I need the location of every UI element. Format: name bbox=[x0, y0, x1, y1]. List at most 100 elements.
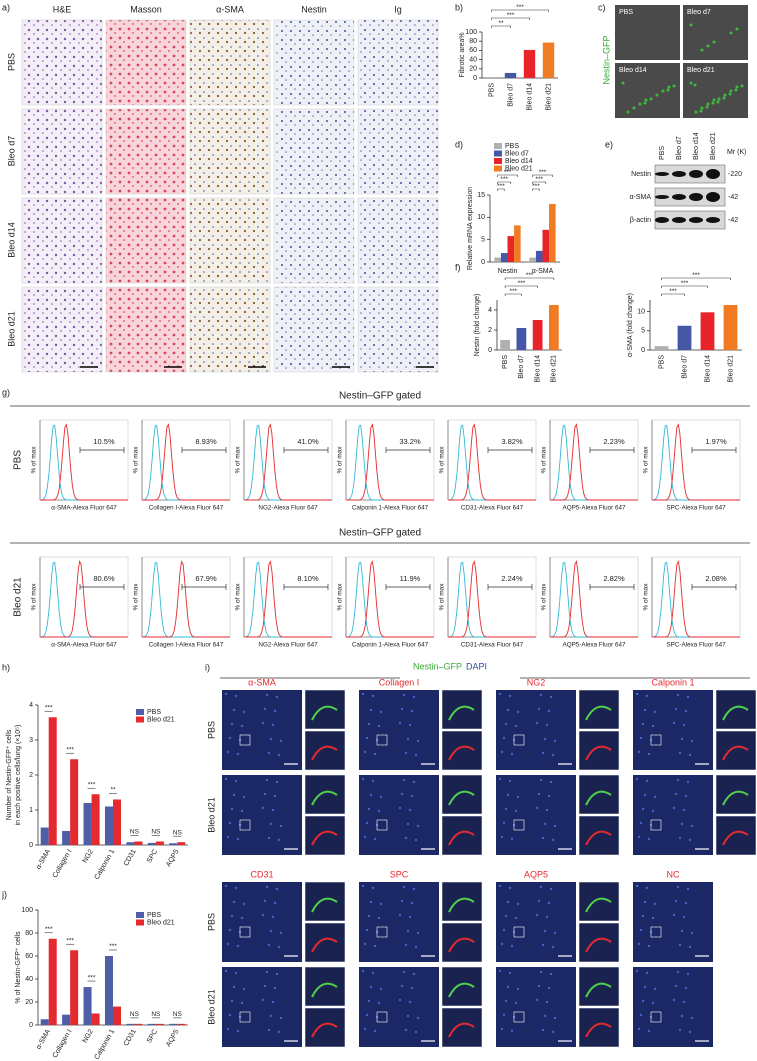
y-axis-label: % of max bbox=[235, 583, 242, 611]
nucleus bbox=[228, 821, 232, 825]
significance-bracket bbox=[532, 188, 540, 191]
nucleus bbox=[410, 986, 414, 990]
nucleus bbox=[365, 736, 369, 740]
roi-box bbox=[513, 926, 525, 938]
panel-label: e) bbox=[605, 139, 613, 149]
nucleus bbox=[240, 724, 244, 728]
y-axis-label: Nestin (fold change) bbox=[474, 294, 481, 357]
nucleus bbox=[232, 793, 236, 797]
bar bbox=[40, 827, 49, 845]
gfp-signal bbox=[643, 101, 647, 105]
nucleus bbox=[553, 824, 557, 828]
nucleus bbox=[279, 739, 283, 743]
legend-swatch bbox=[136, 919, 144, 926]
legend-swatch bbox=[494, 143, 502, 149]
nucleus bbox=[516, 795, 520, 799]
y-axis-label: % of max bbox=[133, 583, 140, 611]
nucleus bbox=[410, 794, 414, 798]
inset bbox=[304, 881, 346, 922]
nucleus bbox=[637, 835, 641, 839]
bar bbox=[48, 717, 57, 845]
nucleus bbox=[637, 942, 641, 946]
nucleus bbox=[672, 998, 676, 1002]
signal bbox=[585, 937, 612, 953]
marker-label: CD31 bbox=[250, 869, 273, 879]
if-image bbox=[496, 882, 576, 962]
nucleus bbox=[508, 694, 512, 698]
histology-image bbox=[273, 108, 355, 195]
nucleus bbox=[676, 778, 680, 782]
nucleus bbox=[232, 900, 236, 904]
histology-image bbox=[105, 286, 187, 373]
gfp-signal bbox=[621, 81, 625, 85]
band bbox=[672, 217, 686, 223]
bar bbox=[529, 257, 536, 262]
signal bbox=[585, 982, 612, 998]
x-tick-label: α-SMA bbox=[35, 848, 52, 870]
nucleus bbox=[508, 971, 512, 975]
nucleus bbox=[506, 793, 510, 797]
significance: *** bbox=[500, 176, 508, 183]
significance: *** bbox=[66, 746, 74, 753]
signal bbox=[585, 745, 612, 761]
gate-percent: 11.9% bbox=[400, 574, 421, 583]
nucleus bbox=[684, 986, 688, 990]
histology-image bbox=[21, 286, 103, 373]
nucleus bbox=[635, 692, 639, 696]
gfp-signal bbox=[699, 109, 703, 113]
row-label: PBS bbox=[206, 721, 216, 739]
histogram-sample bbox=[448, 560, 536, 638]
nucleus bbox=[269, 1014, 273, 1018]
roi-box bbox=[650, 819, 662, 831]
gate-percent: 8.93% bbox=[195, 437, 217, 446]
gfp-signal bbox=[626, 110, 630, 114]
bar bbox=[500, 253, 508, 262]
if-image bbox=[633, 967, 713, 1047]
band-size: -220 bbox=[728, 171, 742, 178]
nucleus bbox=[678, 1028, 682, 1032]
plot-frame bbox=[549, 419, 639, 501]
significance: *** bbox=[504, 169, 512, 176]
x-tick-label: Bleo d21 bbox=[545, 83, 552, 111]
signal bbox=[311, 705, 338, 721]
nucleus bbox=[228, 928, 232, 932]
nucleus bbox=[551, 1030, 555, 1034]
histogram-control bbox=[39, 424, 128, 501]
x-axis-label: AQP5-Alexa Fluor 647 bbox=[563, 642, 626, 649]
nucleus bbox=[230, 722, 234, 726]
bar bbox=[169, 1023, 178, 1025]
roi-box bbox=[239, 926, 251, 938]
nucleus bbox=[551, 753, 555, 757]
histogram-sample bbox=[448, 423, 536, 501]
nucleus bbox=[541, 943, 545, 947]
band bbox=[655, 217, 669, 223]
significance: NS bbox=[173, 829, 183, 836]
if-image bbox=[633, 690, 713, 770]
band bbox=[706, 169, 720, 179]
nucleus bbox=[400, 792, 404, 796]
signal bbox=[448, 830, 475, 846]
nucleus bbox=[682, 1000, 686, 1004]
y-axis-label: % of max bbox=[133, 446, 140, 474]
nucleus bbox=[641, 722, 645, 726]
plot-frame bbox=[447, 556, 537, 638]
lane-label: Bleo d14 bbox=[693, 132, 700, 160]
significance: *** bbox=[507, 12, 515, 19]
inset bbox=[441, 815, 483, 856]
nucleus bbox=[263, 984, 267, 988]
nucleus bbox=[539, 778, 543, 782]
nucleus bbox=[402, 970, 406, 974]
marker-label: Calponin 1 bbox=[651, 677, 694, 687]
nucleus bbox=[647, 944, 651, 948]
bar bbox=[549, 305, 559, 350]
bar bbox=[70, 950, 79, 1025]
band-size: -42 bbox=[728, 217, 738, 224]
histogram-sample bbox=[244, 423, 332, 501]
inset bbox=[715, 730, 757, 771]
nucleus bbox=[676, 885, 680, 889]
nucleus bbox=[641, 807, 645, 811]
x-tick-label: Bleo d7 bbox=[681, 355, 688, 379]
nucleus bbox=[273, 794, 277, 798]
signal bbox=[585, 1022, 612, 1038]
